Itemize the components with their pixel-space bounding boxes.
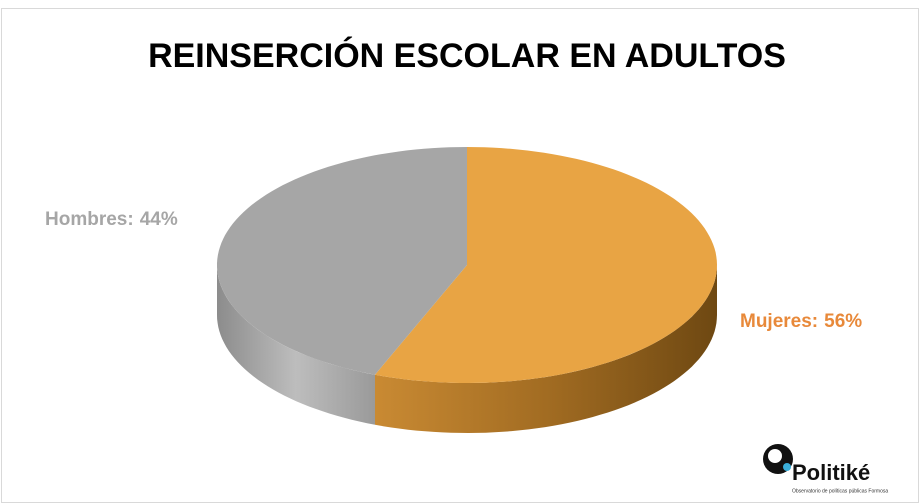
slice — [217, 147, 467, 375]
logo-subtitle: Observatorio de políticas públicas Formo… — [792, 488, 888, 494]
slice — [375, 147, 717, 383]
data-label-category: Mujeres: — [740, 311, 818, 332]
logo-icon-inner — [768, 449, 782, 463]
chart-title: REINSERCIÓN ESCOLAR EN ADULTOS — [148, 37, 786, 75]
logo-name: Politiké — [792, 460, 870, 485]
slice-side — [375, 265, 717, 433]
logo-dot — [783, 463, 791, 471]
data-label: Mujeres: 56% — [740, 311, 862, 332]
data-label-category: Hombres: — [45, 209, 134, 230]
data-label: Hombres: 44% — [45, 209, 178, 230]
logo: Politiké Observatorio de políticas públi… — [763, 444, 888, 494]
data-label-value: 44% — [140, 209, 178, 230]
pie — [217, 147, 717, 433]
slice-side — [217, 265, 375, 425]
data-label-value: 56% — [824, 311, 862, 332]
